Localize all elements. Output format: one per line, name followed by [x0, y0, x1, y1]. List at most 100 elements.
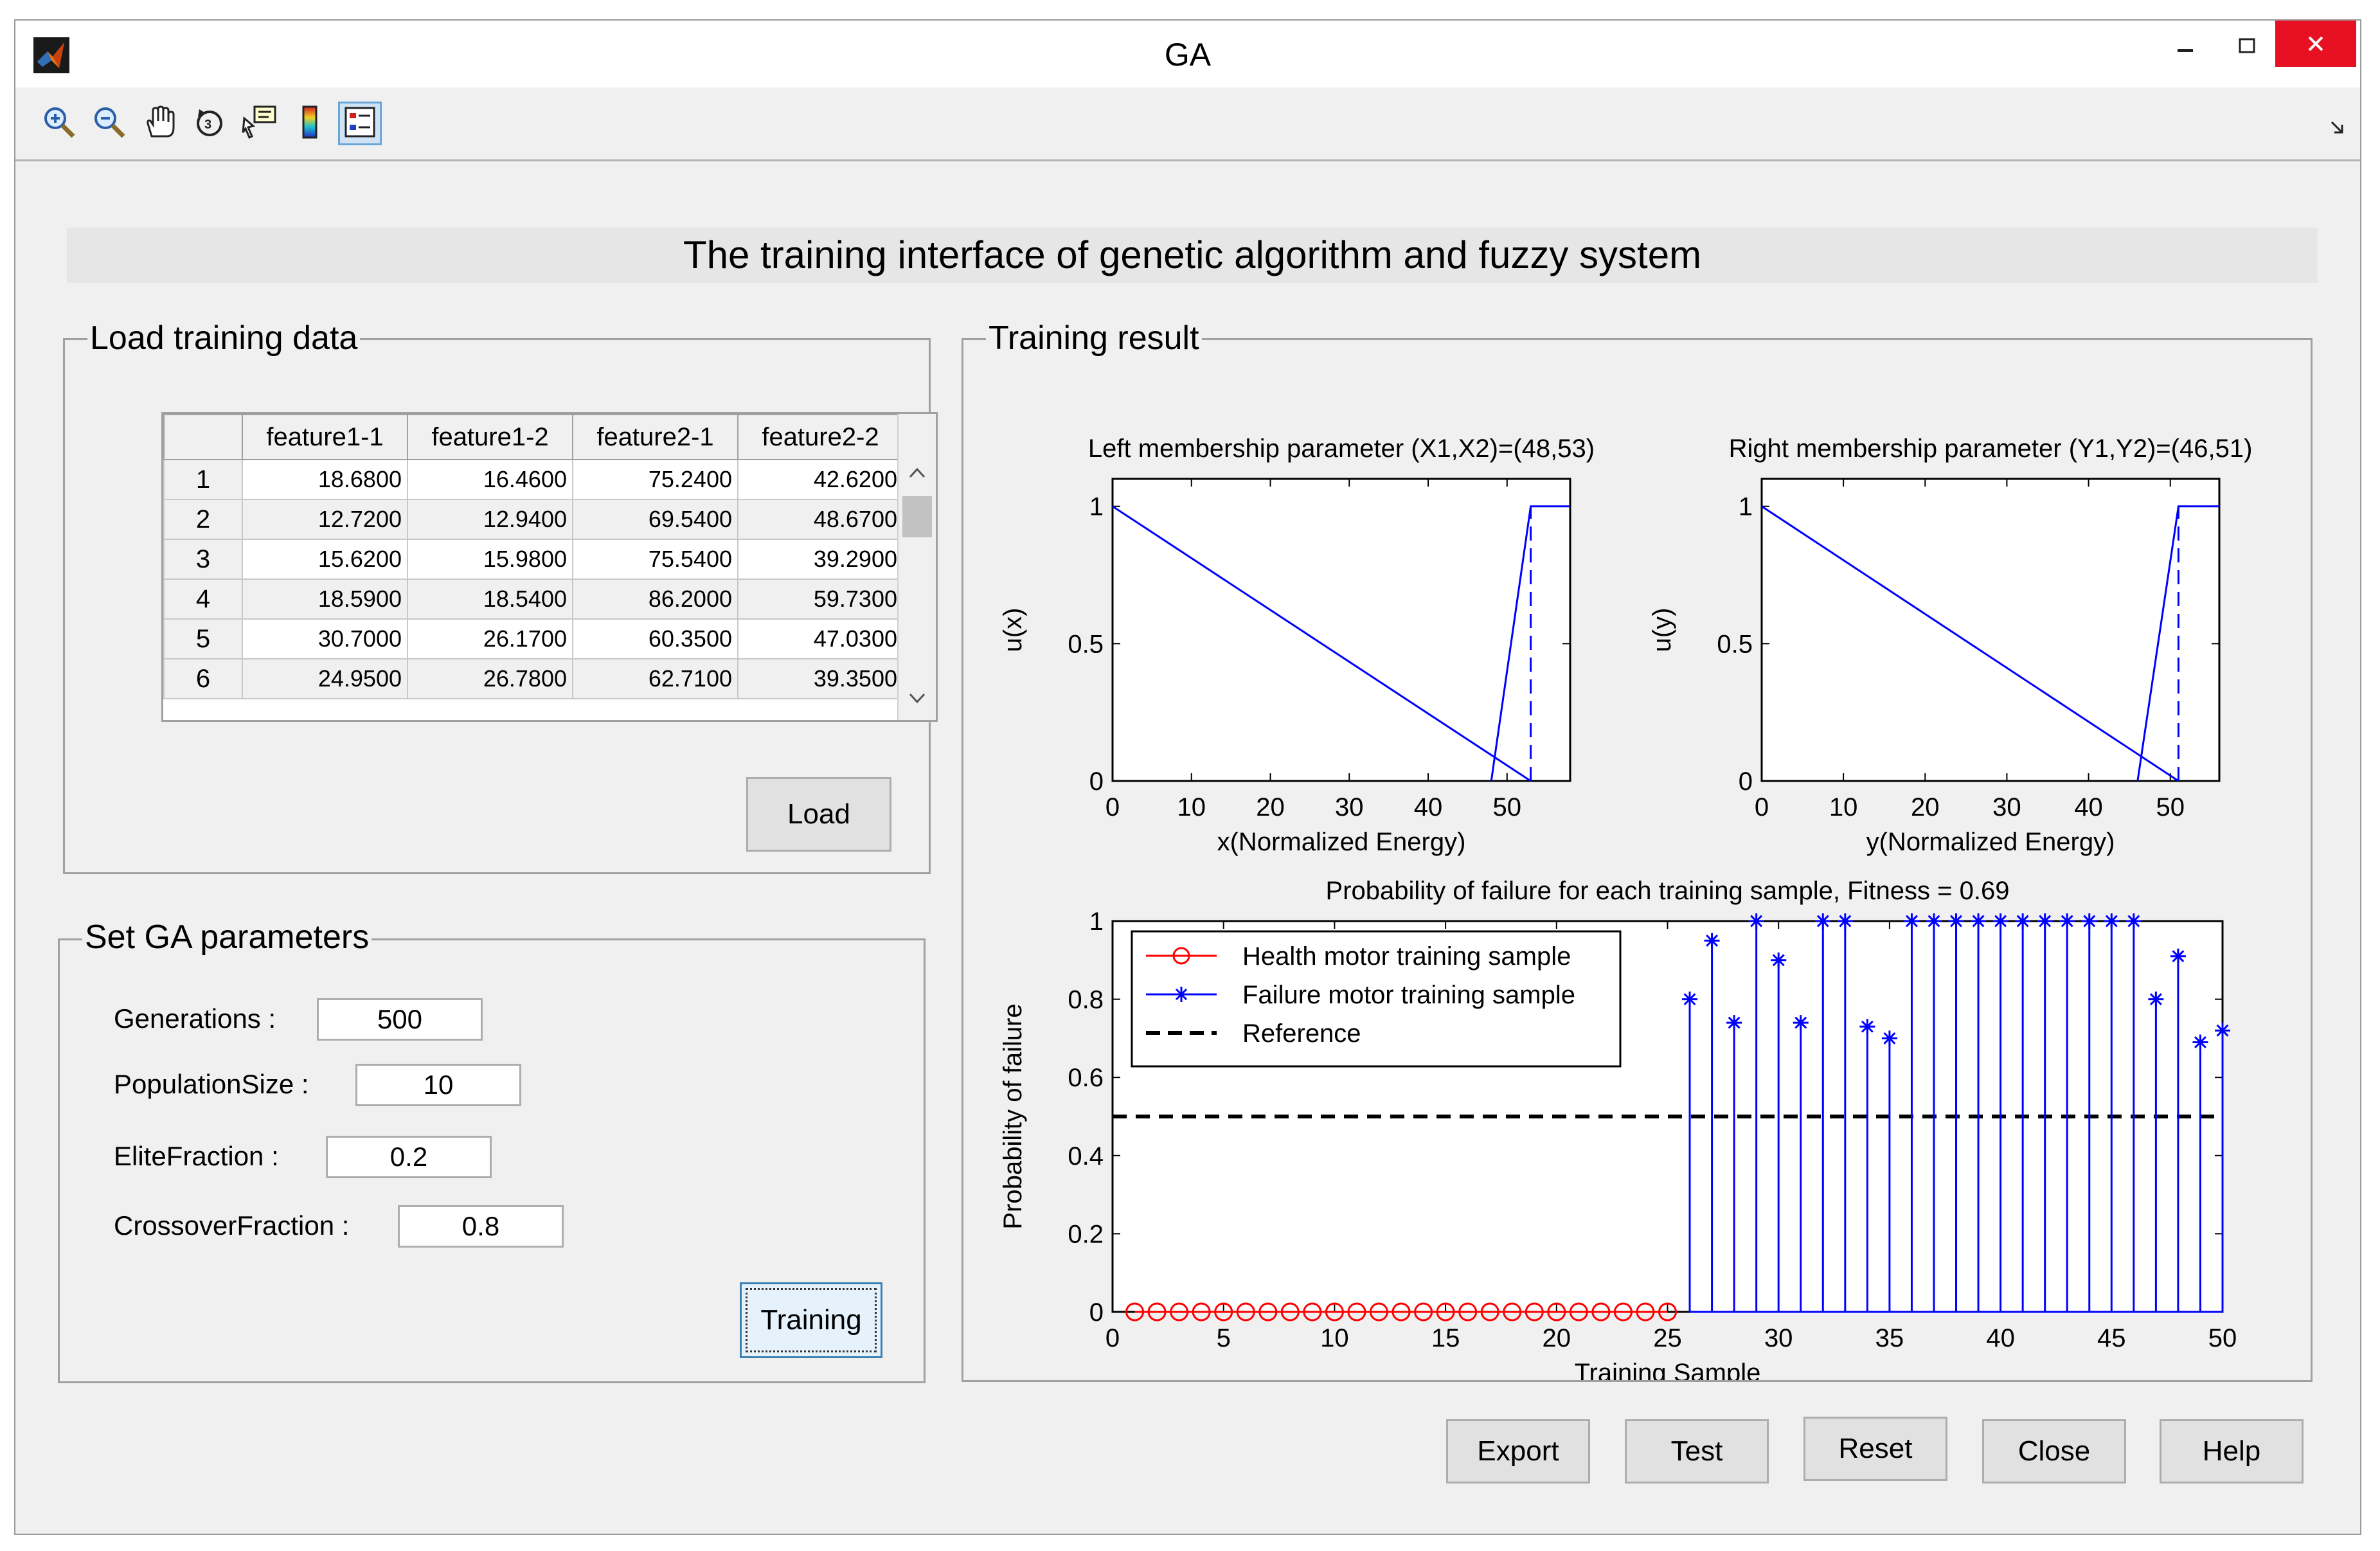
health-sample-marker: [1214, 1302, 1233, 1322]
failure-sample-marker: [1815, 913, 1831, 929]
table-cell[interactable]: 16.4600: [407, 459, 573, 500]
x-tick-label: 30: [1992, 793, 2021, 821]
training-button[interactable]: Training: [740, 1282, 882, 1358]
table-cell[interactable]: 60.3500: [572, 618, 738, 659]
column-header-feature1-2[interactable]: feature1-2: [407, 414, 573, 460]
maximize-button[interactable]: [2221, 26, 2273, 67]
x-tick-label: 10: [1320, 1324, 1349, 1352]
column-header-feature1-1[interactable]: feature1-1: [242, 414, 408, 460]
zoom-out-button[interactable]: [87, 102, 131, 145]
table-row[interactable]: 6 24.9500 26.7800 62.7100 39.3500: [163, 658, 904, 699]
table-vertical-scrollbar[interactable]: [897, 414, 936, 720]
health-sample-marker: [1258, 1302, 1278, 1322]
close-button[interactable]: Close: [1982, 1419, 2126, 1484]
toolbar-overflow-arrow-icon[interactable]: [2329, 120, 2346, 139]
health-sample-marker: [1280, 1302, 1300, 1322]
table-cell[interactable]: 26.1700: [407, 618, 573, 659]
failure-sample-marker: [2037, 913, 2053, 929]
table-cell[interactable]: 18.6800: [242, 459, 408, 500]
result-panel-title: Training result: [986, 319, 1202, 357]
table-cell[interactable]: 59.7300: [737, 578, 904, 620]
zoom-in-icon: [41, 104, 77, 143]
x-tick-label: 50: [2156, 793, 2185, 821]
generations-input[interactable]: 500: [317, 998, 483, 1041]
table-row[interactable]: 5 30.7000 26.1700 60.3500 47.0300: [163, 618, 904, 659]
failure-sample-marker: [2059, 913, 2075, 929]
table-cell[interactable]: 24.9500: [242, 658, 408, 699]
table-cell[interactable]: 39.2900: [737, 539, 904, 580]
pan-button[interactable]: [138, 102, 181, 145]
table-row[interactable]: 1 18.6800 16.4600 75.2400 42.6200: [163, 459, 904, 500]
table-row[interactable]: 4 18.5900 18.5400 86.2000 59.7300: [163, 578, 904, 620]
table-cell[interactable]: 30.7000: [242, 618, 408, 659]
legend-entry-health: Health motor training sample: [1242, 942, 1571, 971]
load-button[interactable]: Load: [746, 777, 891, 852]
table-row[interactable]: 3 15.6200 15.9800 75.5400 39.2900: [163, 539, 904, 580]
reset-button[interactable]: Reset: [1803, 1417, 1947, 1481]
export-button[interactable]: Export: [1446, 1419, 1590, 1484]
x-tick-label: 20: [1543, 1324, 1571, 1352]
chart-title: Probability of failure for each training…: [1326, 877, 2010, 905]
table-cell[interactable]: 12.9400: [407, 499, 573, 540]
table-cell[interactable]: 86.2000: [572, 578, 738, 620]
column-header-feature2-1[interactable]: feature2-1: [572, 414, 738, 460]
x-tick-label: 40: [1414, 793, 1443, 821]
table-cell[interactable]: 39.3500: [737, 658, 904, 699]
colorbar-button[interactable]: [288, 102, 332, 145]
failure-sample-marker: [1971, 913, 1987, 929]
x-tick-label: 30: [1335, 793, 1364, 821]
table-cell[interactable]: 42.6200: [737, 459, 904, 500]
row-header: 3: [163, 539, 243, 580]
rotate-button[interactable]: 3: [188, 102, 231, 145]
table-cell[interactable]: 12.7200: [242, 499, 408, 540]
elite-fraction-input[interactable]: 0.2: [326, 1136, 492, 1178]
window-title: GA: [1164, 37, 1212, 73]
legend-button[interactable]: [338, 102, 382, 145]
x-tick-label: 50: [2208, 1324, 2237, 1352]
table-cell[interactable]: 75.2400: [572, 459, 738, 500]
failure-sample-marker: [1881, 1030, 1897, 1046]
health-sample-marker: [1480, 1302, 1499, 1322]
close-window-button[interactable]: [2275, 21, 2356, 67]
table-cell[interactable]: 62.7100: [572, 658, 738, 699]
rotate-icon: 3: [192, 104, 228, 143]
table-cell[interactable]: 75.5400: [572, 539, 738, 580]
x-tick-label: 15: [1431, 1324, 1460, 1352]
table-cell[interactable]: 26.7800: [407, 658, 573, 699]
crossover-fraction-input[interactable]: 0.8: [398, 1205, 564, 1248]
y-tick-label: 0.6: [1068, 1064, 1104, 1092]
test-button[interactable]: Test: [1625, 1419, 1769, 1484]
table-cell[interactable]: 18.5400: [407, 578, 573, 620]
table-cell[interactable]: 15.6200: [242, 539, 408, 580]
health-sample-marker: [1503, 1302, 1522, 1322]
population-size-input[interactable]: 10: [355, 1064, 521, 1106]
table-cell[interactable]: 18.5900: [242, 578, 408, 620]
training-data-table[interactable]: feature1-1 feature1-2 feature2-1 feature…: [161, 412, 938, 722]
table-cell[interactable]: 47.0300: [737, 618, 904, 659]
row-header: 1: [163, 459, 243, 500]
data-cursor-button[interactable]: [238, 102, 282, 145]
y-axis-label: u(x): [999, 608, 1027, 652]
x-tick-label: 45: [2097, 1324, 2126, 1352]
result-plots[interactable]: Left membership parameter (X1,X2)=(48,53…: [963, 340, 2311, 1380]
matlab-logo-icon: [33, 37, 69, 73]
column-header-feature2-2[interactable]: feature2-2: [737, 414, 904, 460]
health-sample-marker: [1525, 1302, 1544, 1322]
scrollbar-thumb[interactable]: [902, 496, 932, 537]
y-tick-label: 0.5: [1717, 630, 1753, 658]
table-row[interactable]: 2 12.7200 12.9400 69.5400 48.6700: [163, 499, 904, 540]
failure-sample-marker: [2015, 913, 2031, 929]
table-cell[interactable]: 48.6700: [737, 499, 904, 540]
failure-sample-marker: [1726, 1015, 1742, 1031]
x-tick-label: 20: [1911, 793, 1940, 821]
health-sample-marker: [1458, 1302, 1478, 1322]
help-button[interactable]: Help: [2160, 1419, 2304, 1484]
scroll-up-arrow-icon[interactable]: [908, 465, 927, 483]
table-cell[interactable]: 69.5400: [572, 499, 738, 540]
scroll-down-arrow-icon[interactable]: [908, 692, 927, 709]
zoom-in-button[interactable]: [37, 102, 81, 145]
minimize-button[interactable]: [2160, 26, 2211, 67]
table-cell[interactable]: 15.9800: [407, 539, 573, 580]
failure-sample-marker: [2148, 991, 2164, 1007]
x-tick-label: 30: [1764, 1324, 1793, 1352]
